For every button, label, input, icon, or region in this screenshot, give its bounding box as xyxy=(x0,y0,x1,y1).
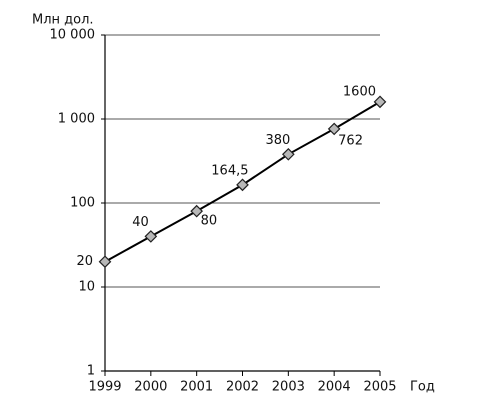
x-tick-label: 2004 xyxy=(318,380,351,395)
y-axis-label: Млн дол. xyxy=(32,13,94,28)
x-tick-label: 2003 xyxy=(272,380,305,395)
data-label: 1600 xyxy=(343,84,376,99)
data-label: 80 xyxy=(201,214,218,229)
y-tick-label: 100 xyxy=(70,196,95,211)
data-point xyxy=(236,178,249,192)
y-tick-label: 1 xyxy=(87,364,95,379)
data-point xyxy=(373,95,387,109)
x-axis-label: Год xyxy=(410,380,435,395)
data-point xyxy=(281,147,295,161)
y-tick-label: 1 000 xyxy=(58,112,95,127)
data-point xyxy=(327,122,341,136)
data-label: 164,5 xyxy=(211,163,248,178)
x-tick-label: 2001 xyxy=(180,380,213,395)
data-label: 762 xyxy=(338,133,363,148)
x-tick-label: 2000 xyxy=(134,380,167,395)
data-point xyxy=(144,230,158,243)
x-tick-label: 2002 xyxy=(226,380,259,395)
data-point xyxy=(98,255,112,269)
x-tick-label: 1999 xyxy=(88,380,121,395)
data-label: 20 xyxy=(76,254,93,269)
x-tick-label: 2005 xyxy=(363,380,396,395)
data-label: 380 xyxy=(266,133,291,148)
y-tick-label: 10 000 xyxy=(50,28,96,43)
data-label: 40 xyxy=(132,215,149,230)
y-tick-label: 10 xyxy=(78,280,95,295)
data-point xyxy=(190,204,204,218)
